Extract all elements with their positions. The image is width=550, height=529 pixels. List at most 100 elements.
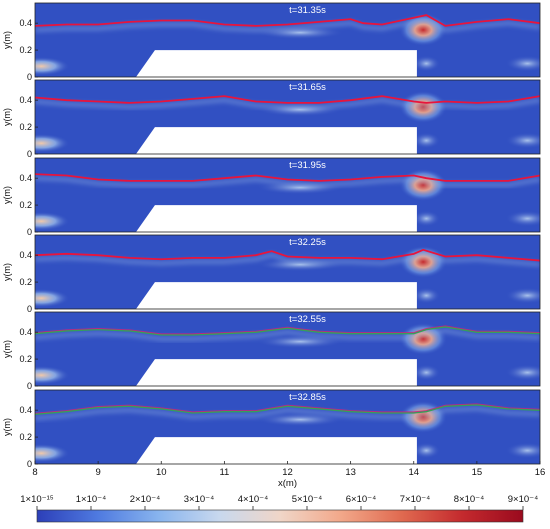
panel-title: t=32.25s xyxy=(289,237,326,248)
concentration-layer xyxy=(35,168,540,232)
x-axis: 8 9 10 11 12 13 14 15 16 x(m) xyxy=(32,461,545,489)
concentration-layer xyxy=(35,245,540,309)
surface-line xyxy=(35,14,540,27)
y-tick-label: 0.4 xyxy=(19,405,32,415)
concentration-patch-4 xyxy=(412,442,441,459)
panel-3: t=31.95s 0 0.2 0.4 y(m) xyxy=(2,157,541,237)
colorbar-tick-label: 5×10⁻⁴ xyxy=(292,494,323,505)
concentration-layer xyxy=(35,90,540,154)
x-tick-label: 14 xyxy=(408,467,419,478)
concentration-patch-3 xyxy=(505,132,540,149)
panel-title: t=32.55s xyxy=(289,314,326,325)
concentration-layer xyxy=(35,13,540,77)
surface-line xyxy=(35,403,540,414)
surface-line xyxy=(35,95,540,104)
surface-line xyxy=(35,325,540,335)
concentration-patch-4 xyxy=(412,210,441,227)
x-tick-label: 16 xyxy=(535,467,546,478)
surface-line-green xyxy=(35,325,540,336)
concentration-patch-3 xyxy=(505,364,540,381)
concentration-patch-3 xyxy=(505,287,540,304)
panel-2: t=31.65s 0 0.2 0.4 y(m) xyxy=(2,79,541,159)
y-tick-label: 0 xyxy=(27,459,32,469)
surface-band xyxy=(35,406,540,421)
panel-1: t=31.35s 0 0.2 0.4 y(m) xyxy=(2,2,541,82)
x-tick-label: 15 xyxy=(472,467,483,478)
concentration-patch-2 xyxy=(35,288,70,308)
colorbar-bar xyxy=(36,509,524,523)
concentration-patch-4 xyxy=(412,132,441,149)
panel-title: t=31.65s xyxy=(289,82,326,93)
colorbar-tick-label: 1×10⁻¹⁵ xyxy=(20,494,54,505)
y-axis-label: y(m) xyxy=(2,340,12,358)
y-axis-label: y(m) xyxy=(2,31,12,49)
y-axis-label: y(m) xyxy=(2,186,12,204)
y-tick-label: 0.2 xyxy=(19,122,32,132)
surface-band xyxy=(35,328,540,342)
panels: t=31.35s00.20.4y(m)t=31.65s00.20.4y(m)t=… xyxy=(2,2,541,469)
x-tick-label: 8 xyxy=(32,467,37,478)
obstacle xyxy=(136,282,417,309)
y-tick-label: 0.2 xyxy=(19,277,32,287)
panel-5: t=32.55s 0 0.2 0.4 y(m) xyxy=(2,311,541,391)
concentration-patch-4 xyxy=(412,287,441,304)
colorbar: 1×10⁻¹⁵ 1×10⁻⁴ 2×10⁻⁴ 3×10⁻⁴ 4×10⁻⁴ 5×10⁻⁴ 6×1… xyxy=(20,494,539,523)
concentration-patch-3 xyxy=(505,210,540,227)
panel-title: t=32.85s xyxy=(289,392,326,403)
y-tick-label: 0.4 xyxy=(19,95,32,105)
y-tick-label: 0 xyxy=(27,227,32,237)
concentration-patch-2 xyxy=(35,365,70,385)
x-tick-label: 10 xyxy=(156,467,167,478)
x-axis-label: x(m) xyxy=(278,478,297,489)
concentration-patch-4 xyxy=(412,364,441,381)
concentration-patch-2 xyxy=(35,133,70,153)
colorbar-tick-label: 6×10⁻⁴ xyxy=(346,494,377,505)
x-tick-label: 13 xyxy=(345,467,356,478)
concentration-patch-2 xyxy=(35,211,70,231)
x-tick-label: 9 xyxy=(95,467,100,478)
colorbar-tick-label: 2×10⁻⁴ xyxy=(130,494,161,505)
y-tick-label: 0.4 xyxy=(19,18,32,28)
y-axis-label: y(m) xyxy=(2,418,12,436)
y-tick-label: 0.2 xyxy=(19,354,32,364)
concentration-patch-2 xyxy=(35,443,70,463)
concentration-patch-2 xyxy=(35,56,70,76)
panel-frame xyxy=(34,234,541,310)
y-axis-label: y(m) xyxy=(2,108,12,126)
y-tick-label: 0.2 xyxy=(19,200,32,210)
colorbar-tick-label: 3×10⁻⁴ xyxy=(184,494,215,505)
surface-band xyxy=(35,251,540,268)
panel-6: t=32.85s 0 0.2 0.4 y(m) xyxy=(2,389,541,469)
y-tick-label: 0 xyxy=(27,381,32,391)
panel-title: t=31.95s xyxy=(289,160,326,171)
panel-title: t=31.35s xyxy=(289,5,326,16)
colorbar-tick-label: 8×10⁻⁴ xyxy=(454,494,485,505)
y-tick-label: 0 xyxy=(27,72,32,82)
y-tick-label: 0.4 xyxy=(19,173,32,183)
y-tick-label: 0 xyxy=(27,304,32,314)
x-tick-label: 11 xyxy=(219,467,229,478)
concentration-patch-3 xyxy=(505,442,540,459)
panel-4: t=32.25s 0 0.2 0.4 y(m) xyxy=(2,234,541,314)
panel-frame xyxy=(34,2,541,78)
concentration-patch-1 xyxy=(399,168,448,202)
y-tick-label: 0 xyxy=(27,149,32,159)
colorbar-tick-label: 4×10⁻⁴ xyxy=(238,494,269,505)
concentration-patch-5 xyxy=(255,412,345,427)
surface-band xyxy=(35,175,540,188)
colorbar-tick-label: 1×10⁻⁴ xyxy=(76,494,107,505)
obstacle xyxy=(136,359,417,386)
colorbar-tick-label: 7×10⁻⁴ xyxy=(400,494,431,505)
panel-frame xyxy=(34,157,541,233)
surface-band xyxy=(35,97,540,110)
obstacle xyxy=(136,127,417,154)
concentration-layer xyxy=(35,400,540,464)
surface-line xyxy=(35,173,540,182)
surface-line-green xyxy=(35,403,540,416)
colorbar-tick-label: 9×10⁻⁴ xyxy=(508,494,539,505)
obstacle xyxy=(136,50,417,77)
concentration-patch-4 xyxy=(412,55,441,72)
y-tick-label: 0.4 xyxy=(19,250,32,260)
y-tick-label: 0.2 xyxy=(19,45,32,55)
